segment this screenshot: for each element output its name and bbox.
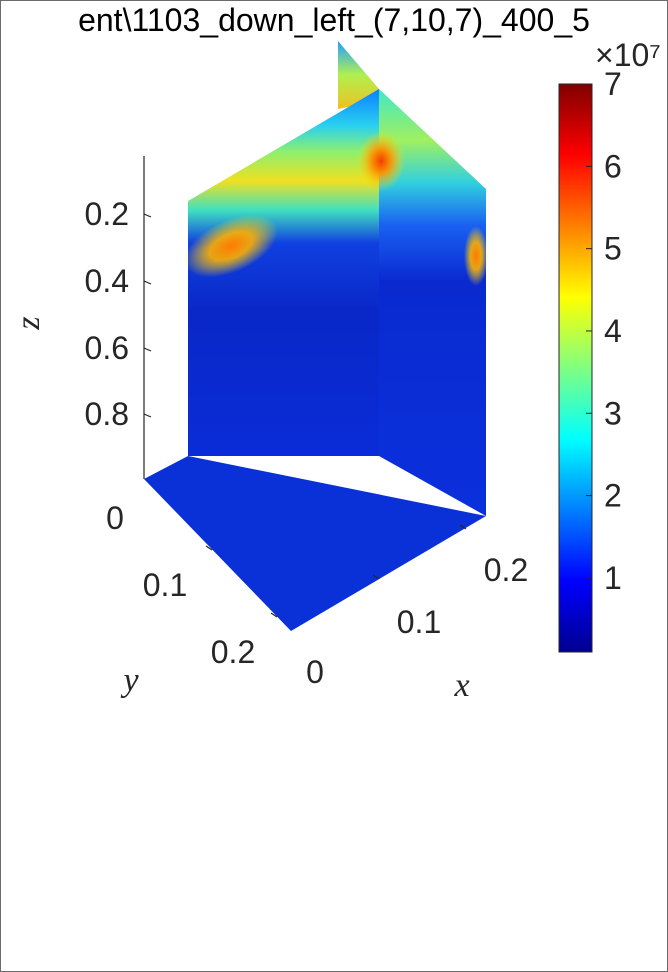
colorbar — [558, 83, 593, 653]
z-tick-label: 0.8 — [85, 396, 129, 432]
y-tick-label: 0 — [106, 500, 124, 536]
y-tick-label: 0.2 — [211, 634, 255, 670]
x-ticks: 0 0.1 0.2 — [306, 524, 528, 690]
colorbar-tick-label: 7 — [604, 66, 622, 102]
colorbar-tick-label: 6 — [604, 148, 622, 184]
colorbar-tick-label: 2 — [604, 478, 622, 514]
z-tick-label: 0.2 — [85, 196, 129, 232]
x-tick-mark — [372, 574, 380, 580]
colorbar-ticks: 1 2 3 4 5 6 7 — [586, 66, 622, 596]
z-tick-label: 0.6 — [85, 330, 129, 366]
y-axis-label: y — [120, 662, 139, 699]
chart-title: ent\1103_down_left_(7,10,7)_400_5 — [78, 2, 590, 38]
colorbar-tick-label: 1 — [604, 560, 622, 596]
z-ticks: 0.2 0.4 0.6 0.8 — [85, 196, 152, 432]
x-axis-label: x — [453, 667, 469, 704]
x-tick-label: 0 — [306, 654, 324, 690]
z-tick-mark — [143, 280, 152, 285]
colorbar-tick-label: 3 — [604, 395, 622, 431]
z-tick-mark — [143, 347, 152, 352]
colorbar-tick-label: 5 — [604, 231, 622, 267]
y-tick-mark — [205, 545, 213, 551]
right-slice — [379, 89, 486, 516]
y-tick-label: 0.1 — [143, 567, 187, 603]
z-tick-mark — [143, 213, 152, 218]
z-tick-label: 0.4 — [85, 263, 129, 299]
colorbar-exponent: ×10⁷ — [595, 37, 661, 73]
colorbar-tick-label: 4 — [604, 313, 622, 349]
floor-slice — [144, 456, 486, 631]
y-ticks: 0 0.1 0.2 — [106, 500, 278, 670]
x-tick-label: 0.1 — [397, 604, 441, 640]
front-hotspot-left — [184, 214, 278, 278]
back-slice — [338, 41, 379, 109]
y-tick-mark — [270, 612, 278, 618]
x-tick-label: 0.2 — [484, 552, 528, 588]
z-tick-mark — [143, 413, 152, 418]
right-hotspot — [464, 226, 488, 286]
z-axis-label: z — [10, 316, 47, 330]
x-tick-mark — [459, 524, 467, 530]
front-hotspot-top — [357, 131, 405, 191]
front-slice — [188, 89, 379, 456]
